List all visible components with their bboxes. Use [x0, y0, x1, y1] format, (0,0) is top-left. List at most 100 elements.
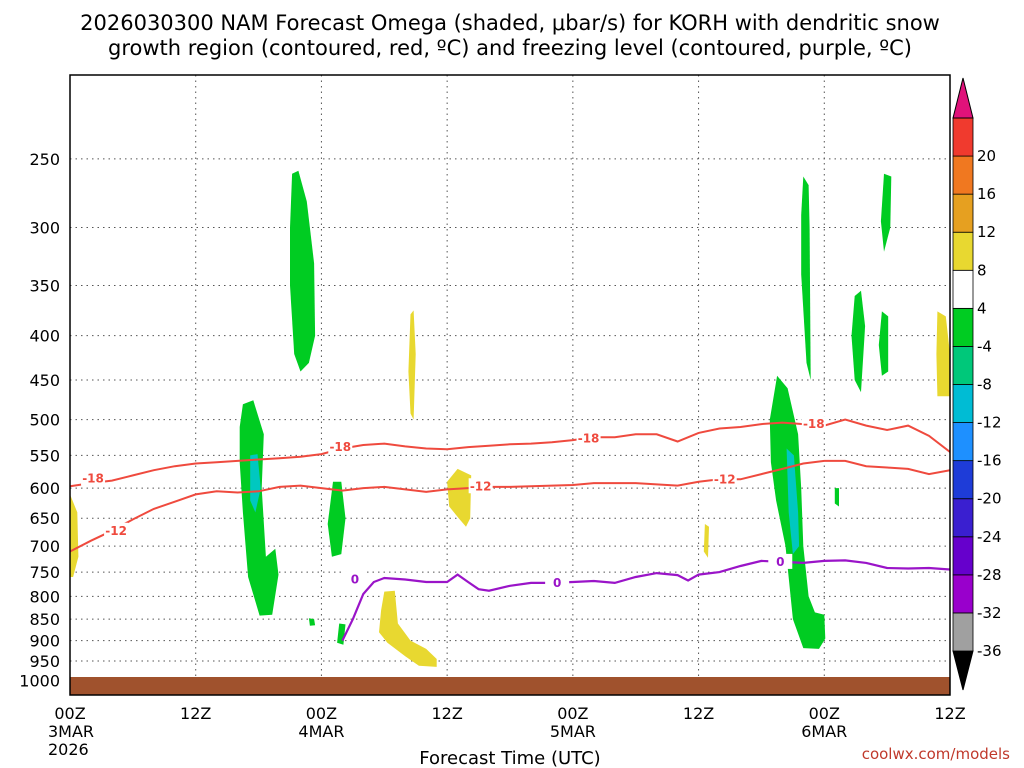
colorbar-segment	[952, 346, 974, 385]
x-tick-label: 12Z	[431, 704, 462, 723]
x-tick-label: 3MAR	[48, 722, 94, 741]
contour-label-minus18: -18	[578, 432, 600, 446]
colorbar-tick-label: -32	[977, 604, 1002, 622]
plot-frame	[69, 74, 951, 696]
y-axis-tick-labels: 250 300 350 400 450 500 550 600 650 700 750 800 850 9…	[19, 150, 60, 690]
omega-region	[327, 481, 346, 557]
y-tick-label: 250	[29, 150, 60, 169]
omega-region	[408, 310, 416, 420]
y-tick-label: 650	[29, 509, 60, 528]
colorbar-segment	[952, 536, 974, 576]
omega-region	[878, 311, 889, 376]
colorbar-segment	[952, 155, 974, 195]
colorbar-tick-label: -4	[977, 337, 992, 355]
colorbar-tick-label: -12	[977, 414, 1002, 432]
omega-region	[834, 488, 839, 507]
grid-lines	[69, 75, 951, 695]
x-axis-label: Forecast Time (UTC)	[419, 748, 600, 768]
x-tick-label: 5MAR	[550, 722, 596, 741]
x-tick-label: 4MAR	[298, 722, 344, 741]
omega-region	[851, 290, 866, 393]
omega-region	[239, 400, 279, 616]
contour-label-minus12-bg	[712, 471, 737, 487]
colorbar-tick-label: 16	[977, 185, 996, 203]
y-tick-label: 900	[29, 632, 60, 651]
colorbar-tick-label: -20	[977, 490, 1002, 508]
x-tick-label: 00Z	[54, 704, 85, 723]
y-tick-label: 800	[29, 587, 60, 606]
y-tick-label: 350	[29, 276, 60, 295]
contour-label-minus18: -18	[82, 472, 104, 486]
chart-title-line-2: growth region (contoured, red, ºC) and f…	[108, 36, 912, 60]
colorbar-tick-label: 8	[977, 261, 987, 279]
colorbar-segment	[952, 422, 974, 462]
y-tick-label: 750	[29, 563, 60, 582]
colorbar-segment	[952, 612, 974, 652]
omega-region	[290, 170, 316, 372]
colorbar-segment	[952, 269, 974, 309]
omega-region	[447, 468, 472, 527]
contour-label-minus12-bg	[104, 522, 129, 538]
x-tick-label: 00Z	[557, 704, 588, 723]
contour-label-minus18-bg	[328, 439, 353, 455]
omega-shading	[70, 170, 950, 667]
x-tick-label: 12Z	[180, 704, 211, 723]
colorbar-segment	[952, 498, 974, 538]
omega-region	[880, 173, 892, 252]
x-tick-label: 2026	[48, 740, 89, 759]
contour-label-minus18: -18	[803, 417, 825, 431]
colorbar-top-arrow	[952, 77, 974, 119]
x-tick-label: 12Z	[683, 704, 714, 723]
omega-region	[936, 311, 950, 397]
colorbar-bottom-arrow	[952, 650, 974, 691]
omega-region	[379, 590, 437, 667]
omega-region	[70, 494, 79, 577]
contour-label-minus18-bg	[576, 430, 601, 446]
x-tick-label: 12Z	[934, 704, 965, 723]
contour-label-zero-bg	[768, 553, 793, 569]
y-tick-label: 700	[29, 537, 60, 556]
chart-title-line-1: 2026030300 NAM Forecast Omega (shaded, μ…	[80, 11, 940, 35]
contour-label-minus12: -12	[470, 479, 492, 493]
credit-text: coolwx.com/models	[862, 745, 1010, 763]
y-tick-label: 300	[29, 218, 60, 237]
colorbar: -36 -32 -28 -24 -20 -16 -12 -8 -4 4 8 12 16 20	[952, 77, 1002, 691]
contour-freezing-level	[341, 559, 950, 642]
y-tick-label: 500	[29, 411, 60, 430]
contour-label-zero: 0	[553, 576, 561, 590]
contour-labels: -18 -18 -18 -18 -12 -12 -12 0 0 0	[81, 416, 826, 590]
colorbar-tick-label: 12	[977, 223, 996, 241]
y-tick-label: 950	[29, 652, 60, 671]
contour-label-zero-bg	[342, 571, 367, 587]
colorbar-segment	[952, 307, 974, 347]
omega-region	[308, 618, 316, 626]
contour-label-minus18-bg	[801, 416, 826, 432]
contour-label-zero: 0	[776, 555, 784, 569]
omega-region	[786, 448, 800, 555]
omega-region	[801, 176, 811, 380]
y-tick-label: 600	[29, 479, 60, 498]
x-tick-label: 00Z	[809, 704, 840, 723]
colorbar-tick-label: -8	[977, 376, 992, 394]
ground-fill	[70, 677, 950, 695]
colorbar-tick-label: -16	[977, 452, 1002, 470]
contour-minus12	[70, 459, 950, 553]
colorbar-segment	[952, 460, 974, 500]
omega-region	[250, 454, 261, 513]
contour-label-minus12: -12	[105, 524, 127, 538]
temperature-contours	[70, 418, 950, 642]
ground-surface	[70, 677, 950, 695]
y-tick-label: 400	[29, 327, 60, 346]
colorbar-segment	[952, 117, 974, 157]
contour-label-minus18-bg	[81, 470, 106, 486]
y-tick-label: 550	[29, 446, 60, 465]
colorbar-tick-label: -28	[977, 566, 1002, 584]
x-tick-label: 6MAR	[801, 722, 847, 741]
y-tick-label: 1000	[19, 671, 60, 690]
omega-region	[703, 524, 709, 558]
contour-label-zero: 0	[351, 573, 359, 587]
colorbar-tick-label: -36	[977, 642, 1002, 660]
colorbar-tick-label: -24	[977, 528, 1002, 546]
y-tick-label: 850	[29, 610, 60, 629]
